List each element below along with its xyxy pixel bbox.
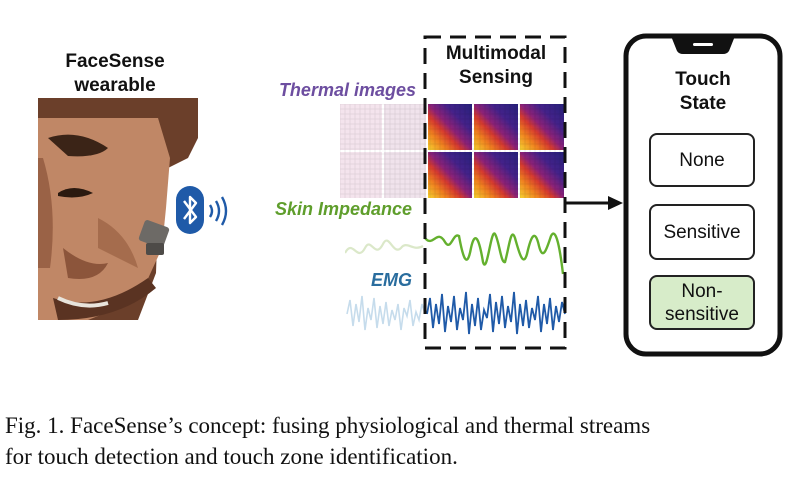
caption-line1: Fig. 1. FaceSense’s concept: fusing phys…	[5, 413, 651, 438]
smartphone-frame	[623, 33, 783, 357]
state-non-sensitive-label-line1: Non-	[681, 280, 723, 302]
touch-state-title: Touch State	[628, 68, 778, 116]
multimodal-title-line1: Multimodal	[445, 43, 547, 64]
thermal-images-label: Thermal images	[278, 80, 416, 100]
figure-caption: Fig. 1. FaceSense’s concept: fusing phys…	[5, 410, 810, 472]
skin-impedance-signal	[345, 232, 565, 275]
state-sensitive-button[interactable]: Sensitive	[649, 204, 755, 260]
touch-state-title-line1: Touch	[675, 69, 731, 90]
emg-label: EMG	[370, 270, 412, 290]
bluetooth-icon	[176, 186, 204, 234]
emg-signal	[346, 291, 566, 335]
thermal-image-grid	[340, 104, 564, 198]
caption-line2: for touch detection and touch zone ident…	[5, 444, 458, 469]
wearable-title: FaceSense wearable	[40, 50, 190, 98]
face-illustration	[38, 98, 198, 320]
state-none-label: None	[679, 149, 725, 171]
thermal-faded-tiles	[340, 104, 426, 198]
arrow-right-icon	[566, 196, 623, 210]
wearable-title-line2: wearable	[74, 75, 156, 96]
state-non-sensitive-label: Non- sensitive	[665, 280, 739, 326]
state-sensitive-label: Sensitive	[663, 221, 741, 243]
multimodal-sensing-title: Multimodal Sensing	[430, 42, 562, 90]
wearable-title-line1: FaceSense	[65, 51, 165, 72]
skin-impedance-label: Skin Impedance	[274, 199, 412, 219]
thermal-tiles	[428, 104, 564, 198]
wireless-signal-icon	[208, 196, 228, 226]
multimodal-title-line2: Sensing	[459, 67, 533, 88]
state-none-button[interactable]: None	[649, 133, 755, 187]
state-non-sensitive-button[interactable]: Non- sensitive	[649, 275, 755, 330]
touch-state-title-line2: State	[679, 93, 727, 114]
state-non-sensitive-label-line2: sensitive	[665, 303, 739, 325]
